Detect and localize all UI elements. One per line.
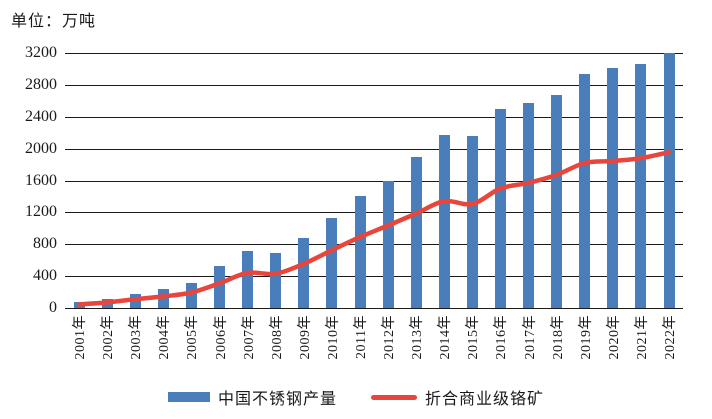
x-axis-label-2016年: 2016年 bbox=[494, 315, 510, 360]
x-axis-label-2007年: 2007年 bbox=[241, 315, 257, 360]
gridline-2000 bbox=[65, 148, 683, 150]
bar-2021年 bbox=[635, 63, 647, 308]
x-axis-label-2004年: 2004年 bbox=[157, 315, 173, 360]
x-axis-label-2015年: 2015年 bbox=[466, 315, 482, 360]
y-axis-label-3200: 3200 bbox=[25, 44, 57, 61]
x-axis-label-2017年: 2017年 bbox=[522, 315, 538, 360]
bar-2019年 bbox=[579, 73, 591, 308]
x-axis-label-2006年: 2006年 bbox=[213, 315, 229, 360]
gridline-1200 bbox=[65, 212, 683, 214]
gridline-2400 bbox=[65, 116, 683, 118]
x-axis-label-2013年: 2013年 bbox=[410, 315, 426, 360]
legend: 中国不锈钢产量 折合商业级铬矿 bbox=[0, 385, 712, 409]
bar-2016年 bbox=[494, 109, 506, 308]
bar-2006年 bbox=[214, 265, 225, 308]
x-axis-label-2012年: 2012年 bbox=[382, 315, 397, 360]
bar-2020年 bbox=[607, 67, 619, 308]
bar-2011年 bbox=[354, 196, 366, 308]
bar-2001年 bbox=[73, 302, 85, 308]
x-axis-label-2003年: 2003年 bbox=[129, 315, 145, 360]
bar-2012年 bbox=[382, 180, 394, 308]
y-axis-label-0: 0 bbox=[49, 299, 57, 316]
y-axis-label-2400: 2400 bbox=[25, 107, 57, 125]
gridline-3200 bbox=[65, 53, 683, 54]
y-axis-label-2000: 2000 bbox=[25, 139, 57, 157]
bar-2002年 bbox=[101, 298, 113, 308]
legend-label-production: 中国不锈钢产量 bbox=[217, 391, 337, 408]
legend-item-production: 中国不锈钢产量 bbox=[167, 385, 337, 409]
x-axis-label-2022年: 2022年 bbox=[663, 315, 678, 360]
x-axis-label-2020年: 2020年 bbox=[606, 315, 622, 360]
x-axis-label-2008年: 2008年 bbox=[269, 315, 285, 360]
bar-2005年 bbox=[185, 282, 197, 308]
x-axis-label-2010年: 2010年 bbox=[325, 315, 341, 360]
x-axis-label-2019年: 2019年 bbox=[578, 315, 594, 360]
bar-2009年 bbox=[298, 237, 310, 308]
bar-2014年 bbox=[438, 135, 450, 308]
bar-2022年 bbox=[663, 53, 675, 308]
line-swatch-icon bbox=[371, 394, 417, 400]
bar-2008年 bbox=[270, 252, 282, 308]
x-axis-label-2021年: 2021年 bbox=[634, 315, 650, 360]
bar-2013年 bbox=[410, 156, 422, 308]
y-axis-label-2800: 2800 bbox=[25, 75, 57, 93]
x-axis-label-2014年: 2014年 bbox=[438, 315, 454, 360]
plot-area bbox=[65, 53, 683, 309]
bar-2007年 bbox=[242, 250, 254, 308]
bar-2010年 bbox=[326, 218, 338, 308]
x-axis-label-2011年: 2011年 bbox=[354, 315, 369, 359]
bar-2018年 bbox=[551, 95, 563, 308]
bar-2004年 bbox=[157, 289, 169, 308]
gridline-800 bbox=[65, 244, 683, 246]
y-axis-label-800: 800 bbox=[33, 235, 57, 253]
bar-swatch-icon bbox=[167, 392, 210, 402]
x-axis-label-2009年: 2009年 bbox=[297, 315, 313, 360]
x-axis-label-2018年: 2018年 bbox=[550, 315, 566, 360]
bar-2015年 bbox=[466, 136, 478, 308]
y-axis-label-1200: 1200 bbox=[25, 203, 57, 221]
legend-item-chrome-ore: 折合商业级铬矿 bbox=[371, 385, 544, 409]
bar-2017年 bbox=[523, 102, 534, 308]
y-axis-label-1600: 1600 bbox=[25, 171, 57, 189]
legend-label-chrome-ore: 折合商业级铬矿 bbox=[425, 391, 545, 408]
x-axis-label-2005年: 2005年 bbox=[185, 315, 201, 360]
y-axis-label-400: 400 bbox=[33, 267, 57, 285]
x-axis-label-2001年: 2001年 bbox=[73, 315, 88, 360]
gridline-1600 bbox=[65, 180, 683, 182]
gridline-400 bbox=[65, 276, 683, 278]
gridline-2800 bbox=[65, 84, 683, 86]
unit-label: 单位：万吨 bbox=[11, 13, 97, 30]
x-axis-label-2002年: 2002年 bbox=[101, 315, 117, 360]
bar-2003年 bbox=[129, 293, 141, 308]
